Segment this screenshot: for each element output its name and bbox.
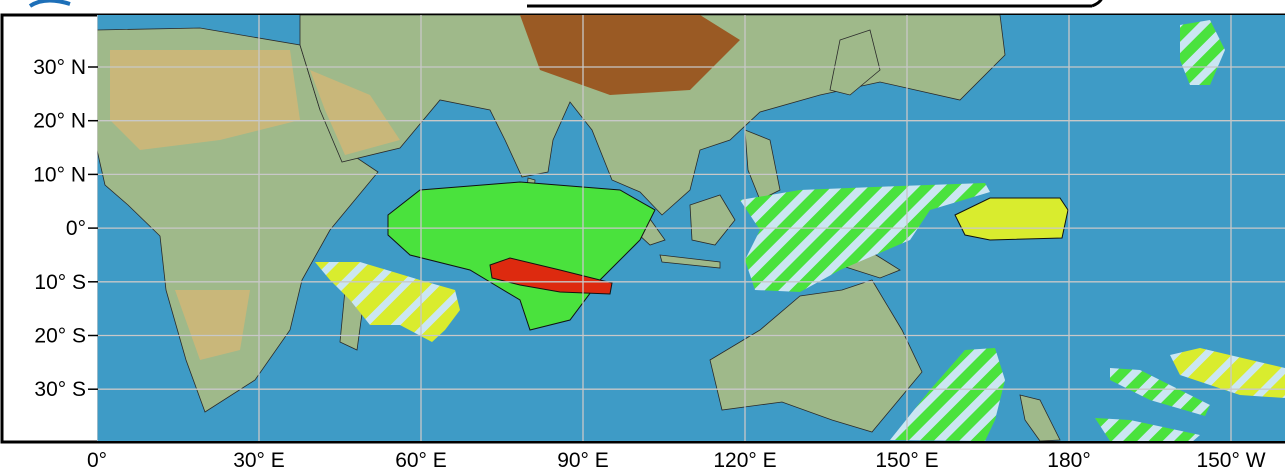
lat-label: 0° (66, 217, 86, 240)
hazard-area (489, 257, 613, 295)
lon-label: 180° (1047, 449, 1090, 467)
lat-label: 30° S (34, 378, 86, 401)
lat-label: 10° N (33, 163, 86, 186)
arabia (310, 70, 400, 155)
lon-label: 30° E (233, 449, 285, 467)
japan (829, 29, 881, 96)
logo-fragment (28, 0, 71, 8)
lon-label: 60° E (395, 449, 447, 467)
hazard-area (890, 348, 1005, 441)
axis-labels: 30° N 20° N 10° N 0° 10° S 20° S 30° S 0° 30° E 6… (33, 56, 1265, 467)
lat-label: 20° S (34, 325, 86, 348)
title-box-edge (1091, 0, 1103, 8)
hazard-area (1170, 348, 1285, 398)
lon-label: 0° (87, 449, 107, 467)
lon-label: 120° E (713, 449, 776, 467)
hazard-area (1095, 418, 1200, 441)
sahara (110, 50, 300, 150)
kalahari (175, 290, 250, 360)
lat-label: 10° S (34, 271, 86, 294)
australia (709, 279, 923, 433)
java (659, 254, 721, 269)
borneo (689, 194, 736, 246)
lon-label: 150° E (875, 449, 938, 467)
hazard-area (1110, 368, 1210, 416)
eurasia (299, 15, 1006, 216)
hazard-area (1180, 20, 1225, 85)
lat-label: 20° N (33, 110, 86, 133)
new-zealand (1019, 394, 1061, 441)
hazard-area (954, 197, 1069, 241)
map-body (97, 15, 1285, 441)
graticule (97, 15, 1285, 441)
lon-label: 150° W (1196, 449, 1265, 467)
lon-label: 90° E (557, 449, 609, 467)
lat-label: 30° N (33, 56, 86, 79)
tibet (520, 15, 740, 95)
hazard-area (740, 183, 990, 292)
